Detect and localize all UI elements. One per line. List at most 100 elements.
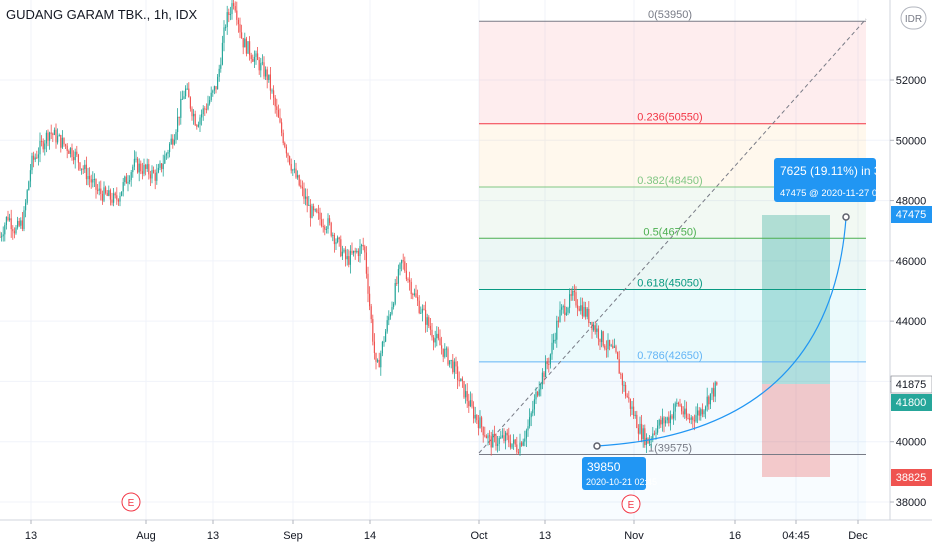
candle-body bbox=[708, 396, 710, 405]
candle-body bbox=[431, 329, 433, 338]
candle-body bbox=[527, 426, 529, 431]
candle-body bbox=[458, 380, 460, 382]
candle-body bbox=[149, 174, 151, 179]
price-axis[interactable]: 5200050000480004600044000420004000038000 bbox=[890, 75, 926, 509]
candle-body bbox=[714, 382, 716, 397]
candle-body bbox=[413, 293, 415, 295]
candle-body bbox=[197, 124, 199, 127]
candle-body bbox=[317, 212, 319, 214]
candle-body bbox=[125, 176, 127, 184]
time-axis[interactable]: 13 Aug 13 Sep 14 Oct 13 Nov 16 04:45 Dec bbox=[25, 520, 868, 542]
candle-body bbox=[223, 27, 225, 43]
candle-body bbox=[570, 294, 572, 296]
candle-body bbox=[565, 312, 567, 316]
candle-body bbox=[695, 415, 697, 422]
candle-body bbox=[701, 409, 703, 415]
candle-body bbox=[244, 38, 246, 48]
candle-body bbox=[713, 388, 715, 397]
candle-body bbox=[45, 132, 47, 144]
candle-body bbox=[335, 242, 337, 245]
fib-trend-line[interactable] bbox=[478, 18, 867, 454]
candle-body bbox=[474, 414, 476, 419]
candle-body bbox=[193, 113, 195, 117]
candle-body bbox=[469, 400, 471, 407]
candle-body bbox=[39, 140, 41, 155]
candle-body bbox=[615, 346, 617, 353]
candle-body bbox=[633, 406, 635, 416]
measure-end-point[interactable] bbox=[842, 213, 850, 221]
candle-body bbox=[117, 199, 119, 202]
candle-body bbox=[500, 437, 502, 439]
candle-body bbox=[612, 345, 614, 348]
candle-body bbox=[460, 378, 462, 382]
candle-body bbox=[511, 443, 513, 448]
candle-body bbox=[471, 400, 473, 407]
candle-body bbox=[133, 158, 135, 167]
candle-body bbox=[241, 32, 243, 38]
candle-body bbox=[65, 144, 67, 146]
target-zone[interactable] bbox=[762, 215, 830, 384]
candle-body bbox=[221, 42, 223, 65]
earnings-marker[interactable]: E bbox=[621, 494, 641, 514]
candle-body bbox=[393, 303, 395, 308]
candle-body bbox=[665, 420, 667, 424]
candle-body bbox=[15, 227, 17, 234]
candle-body bbox=[348, 256, 350, 265]
candle-body bbox=[330, 222, 332, 236]
time-tick-label: 16 bbox=[729, 530, 741, 542]
candle-body bbox=[369, 293, 371, 307]
candle-body bbox=[591, 322, 593, 330]
candle-body bbox=[84, 164, 86, 170]
measure-curve[interactable] bbox=[596, 217, 847, 447]
stop-price-badge: 38825 bbox=[891, 469, 932, 486]
position-tool[interactable] bbox=[762, 215, 830, 477]
candle-body bbox=[329, 218, 331, 223]
fib-level-label: 0.382(48450) bbox=[637, 175, 702, 187]
candle-body bbox=[421, 308, 423, 313]
currency-badge[interactable]: IDR bbox=[900, 6, 927, 30]
candle-body bbox=[409, 279, 411, 282]
candle-body bbox=[137, 158, 139, 173]
candle-body bbox=[599, 339, 601, 343]
candle-body bbox=[583, 307, 585, 317]
candle-body bbox=[42, 141, 44, 150]
candle-body bbox=[388, 316, 390, 321]
chart-grid bbox=[0, 0, 890, 520]
candle-body bbox=[660, 419, 662, 425]
candle-body bbox=[495, 435, 497, 446]
candle-body bbox=[581, 305, 583, 317]
candle-body bbox=[468, 401, 470, 407]
candle-body bbox=[189, 97, 191, 109]
bid-price-badge: 41800 bbox=[891, 394, 932, 411]
candle-body bbox=[426, 317, 428, 325]
earnings-marker[interactable]: E bbox=[121, 492, 141, 512]
candle-body bbox=[666, 417, 668, 421]
candle-body bbox=[279, 117, 281, 123]
target-price-badge: 47475 bbox=[891, 206, 932, 223]
candle-body bbox=[225, 27, 227, 29]
candle-body bbox=[29, 170, 31, 182]
candle-body bbox=[175, 132, 177, 140]
candle-body bbox=[13, 231, 15, 234]
candle-body bbox=[178, 116, 180, 118]
candle-body bbox=[308, 204, 310, 206]
candle-body bbox=[130, 172, 132, 181]
candle-body bbox=[687, 417, 689, 419]
candle-body bbox=[556, 320, 558, 340]
stop-zone[interactable] bbox=[762, 384, 830, 477]
price-tick-label: 44000 bbox=[896, 316, 927, 328]
candle-body bbox=[327, 218, 329, 229]
candle-body bbox=[677, 402, 679, 405]
candle-body bbox=[295, 168, 297, 178]
candle-body bbox=[60, 135, 62, 148]
candle-body bbox=[682, 411, 684, 415]
measure-start-point[interactable] bbox=[593, 442, 601, 450]
candle-body bbox=[629, 398, 631, 409]
candle-body bbox=[487, 435, 489, 439]
candle-body bbox=[180, 98, 182, 118]
candle-body bbox=[549, 354, 551, 365]
candle-body bbox=[164, 155, 166, 164]
fib-retracement[interactable]: 0(53950) 0.236(50550) 0.382(48450) 0.5(4675… bbox=[479, 9, 866, 456]
candle-body bbox=[429, 325, 431, 330]
